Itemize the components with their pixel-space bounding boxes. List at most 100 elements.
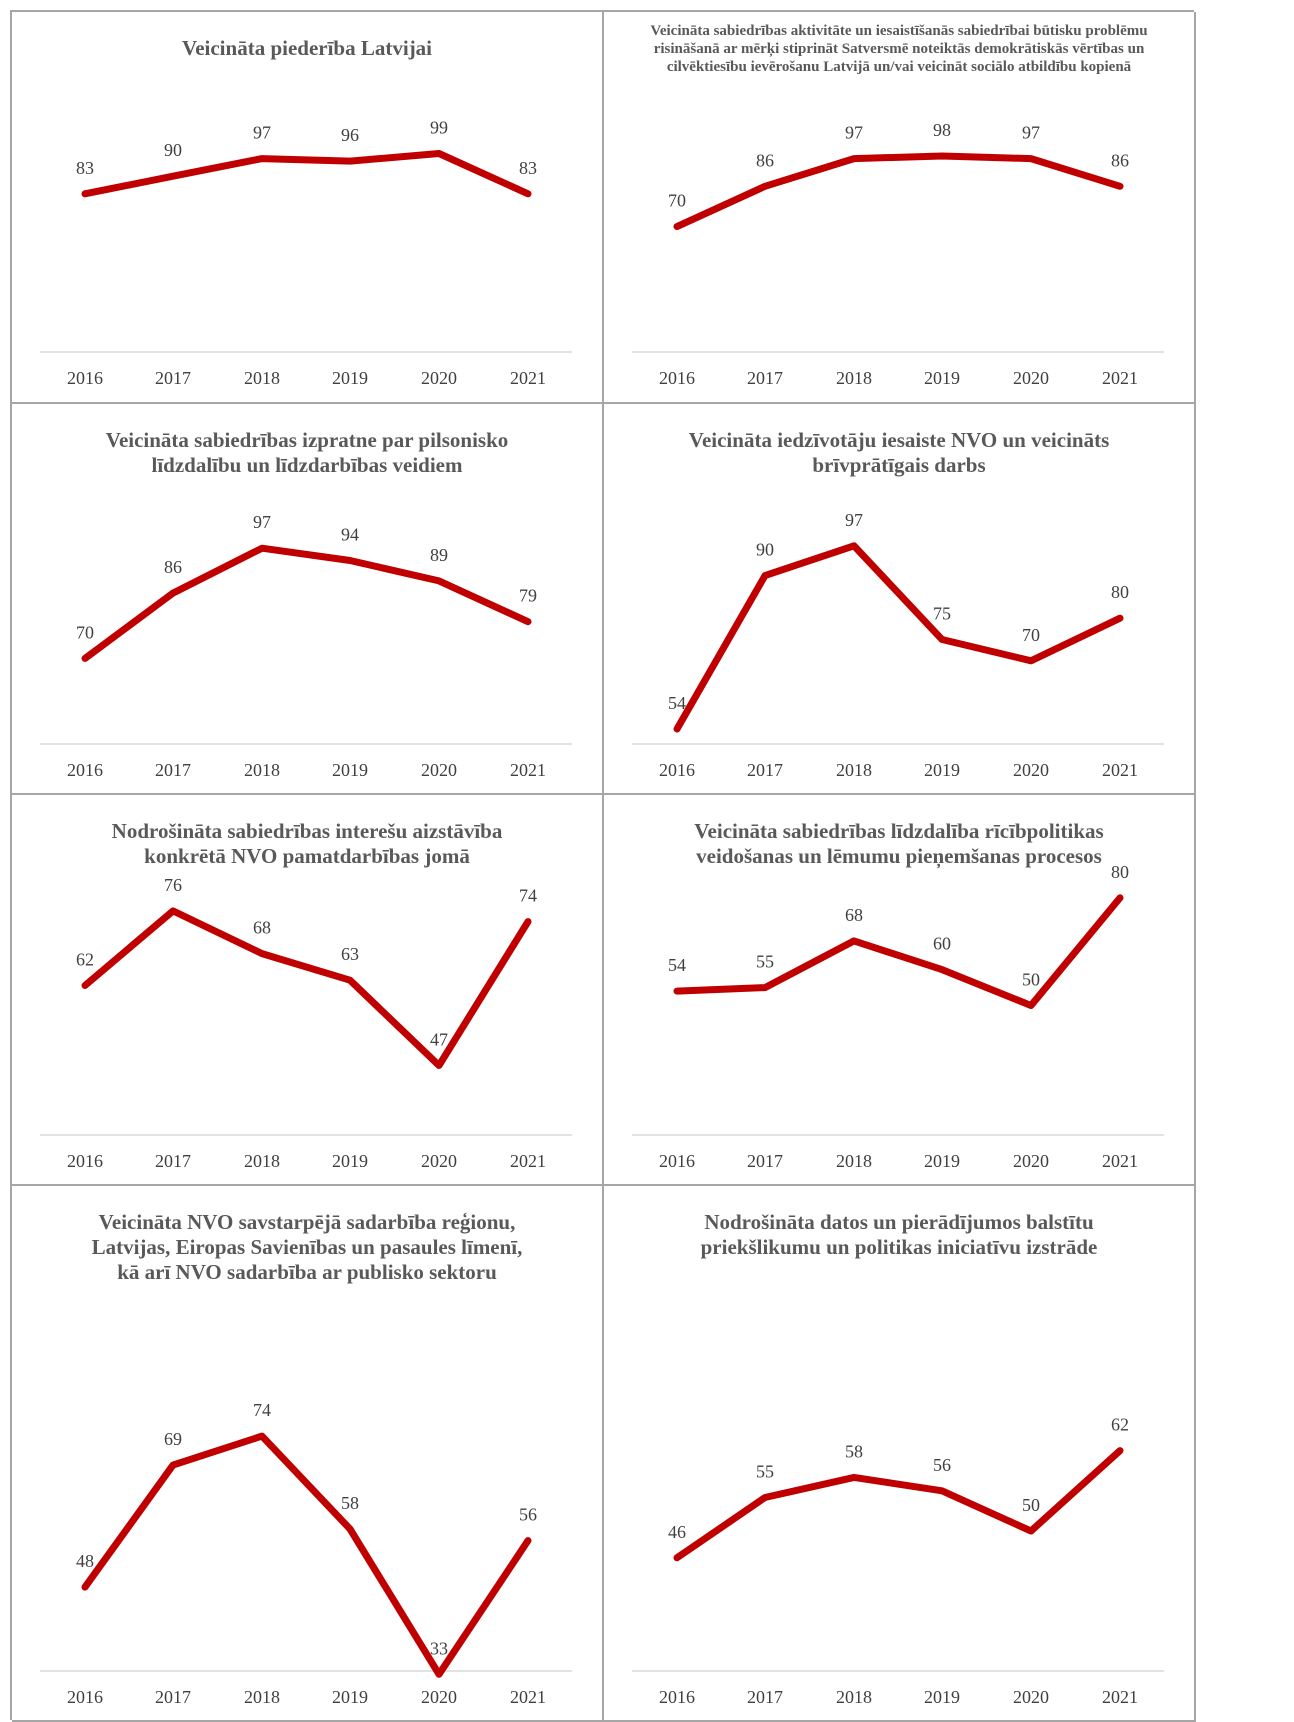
data-label: 68 [845, 905, 863, 925]
x-tick-label: 2018 [244, 760, 280, 780]
x-tick-label: 2016 [659, 1687, 695, 1707]
x-tick-label: 2016 [659, 760, 695, 780]
chart-panel: Veicināta NVO savstarpējā sadarbība reģi… [12, 1186, 604, 1722]
data-label: 79 [519, 586, 537, 606]
x-tick-label: 2019 [332, 1687, 368, 1707]
x-tick-label: 2019 [332, 1151, 368, 1171]
x-tick-label: 2019 [924, 1687, 960, 1707]
data-label: 97 [253, 512, 271, 532]
x-tick-label: 2021 [510, 368, 546, 388]
chart-title: Veicināta sabiedrības līdzdalība rīcībpo… [694, 819, 1104, 868]
data-label: 69 [164, 1429, 182, 1449]
x-tick-label: 2016 [659, 368, 695, 388]
data-label: 50 [1022, 970, 1040, 990]
chart-panel: Veicināta sabiedrības izpratne par pilso… [12, 404, 604, 795]
x-tick-label: 2018 [836, 1151, 872, 1171]
series-line [673, 894, 1124, 1009]
data-label: 33 [430, 1638, 448, 1658]
chart-title: Veicināta iedzīvotāju iesaiste NVO un ve… [688, 428, 1110, 477]
data-label: 54 [668, 693, 686, 713]
x-tick-label: 2020 [421, 1687, 457, 1707]
data-label: 90 [164, 140, 182, 160]
data-label: 46 [668, 1522, 686, 1542]
data-label: 80 [1111, 862, 1129, 882]
line-chart: 2016 2017 2018 2019 2020 2021 54 90 97 75 70 80 [632, 510, 1164, 780]
chart-panel: Veicināta sabiedrības aktivitāte un iesa… [604, 12, 1196, 404]
x-tick-label: 2021 [510, 1687, 546, 1707]
data-label: 58 [341, 1493, 359, 1513]
data-label: 99 [430, 118, 448, 138]
x-tick-label: 2016 [67, 760, 103, 780]
x-tick-label: 2020 [421, 1151, 457, 1171]
x-tick-label: 2021 [1102, 1151, 1138, 1171]
x-tick-label: 2018 [244, 368, 280, 388]
data-label: 70 [1022, 625, 1040, 645]
x-tick-label: 2017 [155, 760, 191, 780]
data-label: 55 [756, 952, 774, 972]
series-line [81, 1432, 532, 1678]
x-tick-label: 2017 [747, 1687, 783, 1707]
data-label: 97 [253, 123, 271, 143]
x-tick-label: 2020 [421, 368, 457, 388]
data-label: 55 [756, 1462, 774, 1482]
x-tick-label: 2018 [836, 368, 872, 388]
x-tick-label: 2016 [67, 368, 103, 388]
x-tick-label: 2019 [332, 760, 368, 780]
series-line [81, 150, 532, 198]
data-label: 94 [341, 525, 359, 545]
x-tick-label: 2017 [155, 1151, 191, 1171]
x-tick-label: 2021 [510, 760, 546, 780]
line-chart: 2016 2017 2018 2019 2020 2021 83 90 97 96 99 83 [40, 118, 572, 388]
data-label: 70 [76, 622, 94, 642]
x-tick-label: 2019 [924, 760, 960, 780]
data-label: 90 [756, 540, 774, 560]
x-tick-label: 2018 [244, 1687, 280, 1707]
line-chart: 2016 2017 2018 2019 2020 2021 70 86 97 94 89 79 [40, 512, 572, 780]
data-label: 63 [341, 944, 359, 964]
x-tick-label: 2020 [421, 760, 457, 780]
data-label: 75 [933, 604, 951, 624]
data-label: 86 [1111, 150, 1129, 170]
data-label: 97 [845, 123, 863, 143]
chart-title: Veicināta sabiedrības izpratne par pilso… [105, 428, 509, 477]
data-label: 62 [1111, 1415, 1129, 1435]
line-chart: 2016 2017 2018 2019 2020 2021 48 69 74 58 33 56 [40, 1400, 572, 1707]
chart-panel: Nodrošināta sabiedrības interešu aizstāv… [12, 795, 604, 1186]
chart-panel: Nodrošināta datos un pierādījumos balstī… [604, 1186, 1196, 1722]
data-label: 74 [253, 1400, 271, 1420]
series-line [673, 542, 1124, 733]
data-label: 97 [845, 510, 863, 530]
chart-title: Veicināta sabiedrības aktivitāte un iesa… [650, 23, 1148, 75]
data-label: 98 [933, 120, 951, 140]
chart-title: Veicināta NVO savstarpējā sadarbība reģi… [91, 1210, 523, 1284]
data-label: 70 [668, 191, 686, 211]
x-tick-label: 2019 [924, 368, 960, 388]
data-label: 80 [1111, 582, 1129, 602]
x-tick-label: 2016 [67, 1687, 103, 1707]
chart-panel: Veicināta iedzīvotāju iesaiste NVO un ve… [604, 404, 1196, 795]
data-label: 96 [341, 125, 359, 145]
chart-panel: Veicināta piederība Latvijai 2016 2017 201… [12, 12, 604, 404]
series-line [81, 544, 532, 662]
x-tick-label: 2017 [747, 368, 783, 388]
data-label: 47 [430, 1030, 448, 1050]
x-tick-label: 2016 [659, 1151, 695, 1171]
x-tick-label: 2020 [1013, 760, 1049, 780]
x-tick-label: 2018 [836, 760, 872, 780]
data-label: 97 [1022, 123, 1040, 143]
x-tick-label: 2021 [1102, 760, 1138, 780]
data-label: 68 [253, 918, 271, 938]
x-tick-label: 2020 [1013, 1687, 1049, 1707]
data-label: 62 [76, 950, 94, 970]
data-label: 58 [845, 1441, 863, 1461]
series-line [81, 907, 532, 1069]
data-label: 86 [164, 557, 182, 577]
data-label: 89 [430, 545, 448, 565]
line-chart: 2016 2017 2018 2019 2020 2021 54 55 68 60 50 80 [632, 862, 1164, 1171]
x-tick-label: 2019 [332, 368, 368, 388]
x-tick-label: 2016 [67, 1151, 103, 1171]
x-tick-label: 2018 [244, 1151, 280, 1171]
chart-title: Nodrošināta datos un pierādījumos balstī… [700, 1210, 1098, 1259]
chart-title: Veicināta piederība Latvijai [181, 36, 433, 60]
data-label: 86 [756, 150, 774, 170]
